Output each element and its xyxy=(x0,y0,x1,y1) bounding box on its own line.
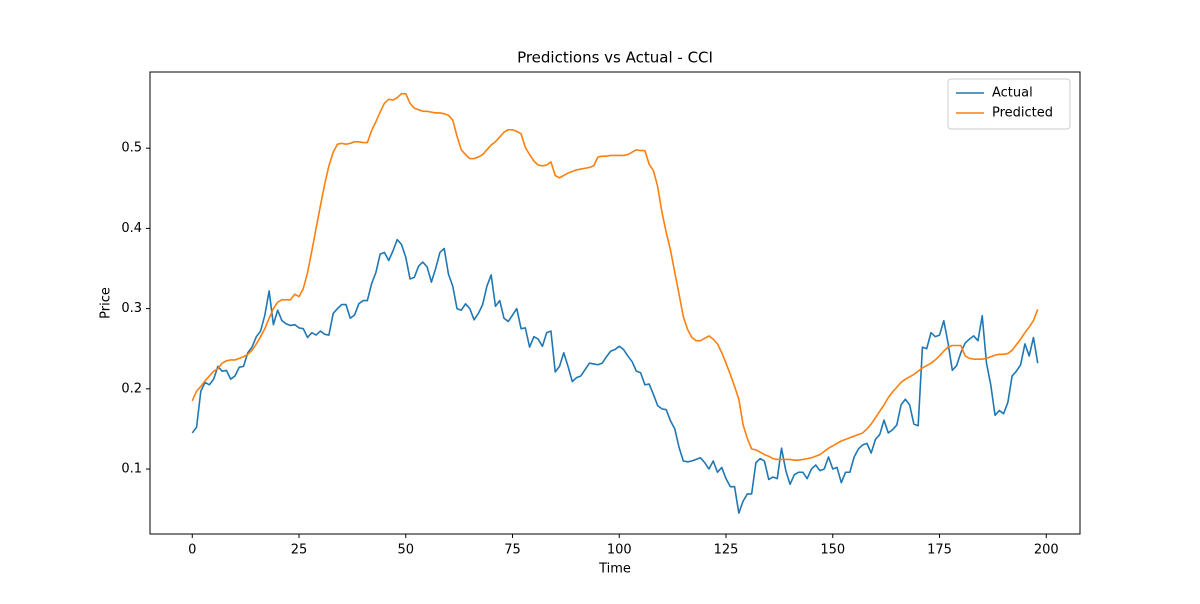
x-tick-label: 75 xyxy=(504,543,521,558)
legend-label: Actual xyxy=(992,86,1033,101)
y-tick-label: 0.1 xyxy=(121,462,142,477)
x-tick-label: 25 xyxy=(291,543,308,558)
series-line xyxy=(191,92,1039,462)
series-line xyxy=(191,238,1039,514)
x-tick-label: 100 xyxy=(607,543,632,558)
legend-box xyxy=(947,78,1071,130)
x-tick-label: 125 xyxy=(714,543,739,558)
legend-label: Predicted xyxy=(992,106,1053,121)
x-tick-label: 50 xyxy=(397,543,414,558)
x-tick-label: 175 xyxy=(927,543,952,558)
y-tick-label: 0.4 xyxy=(121,221,142,236)
y-tick-label: 0.2 xyxy=(121,381,142,396)
y-tick-label: 0.3 xyxy=(121,301,142,316)
x-tick-label: 0 xyxy=(188,543,196,558)
plot-frame xyxy=(149,71,1081,535)
y-tick-label: 0.5 xyxy=(121,141,142,156)
y-axis-label: Price xyxy=(99,287,114,319)
x-tick-label: 200 xyxy=(1034,543,1059,558)
chart-title: Predictions vs Actual - CCI xyxy=(517,49,713,67)
x-tick-label: 150 xyxy=(820,543,845,558)
x-axis-label: Time xyxy=(598,562,631,577)
